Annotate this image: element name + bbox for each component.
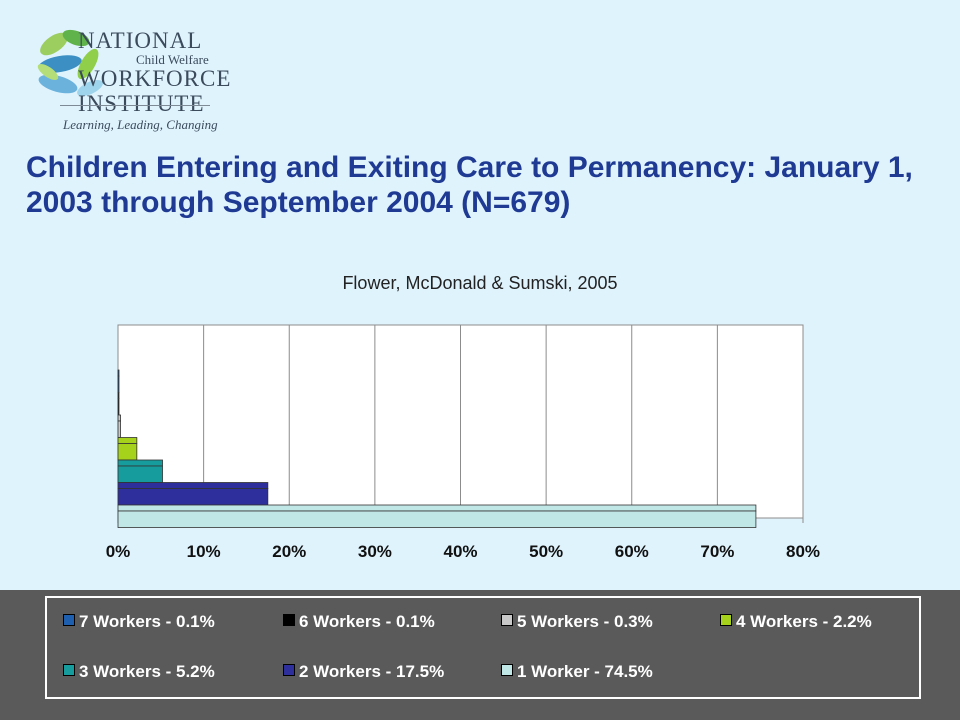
logo-line-workforce: WORKFORCE: [78, 66, 232, 91]
legend-label: 7 Workers - 0.1%: [79, 612, 215, 631]
x-tick-label: 50%: [529, 542, 563, 561]
logo-line-child-welfare: Child Welfare: [136, 52, 209, 67]
bar: [117, 420, 121, 438]
legend-swatch: [501, 614, 513, 626]
legend-item: 1 Worker - 74.5%: [501, 662, 653, 682]
institute-logo: NATIONAL Child Welfare WORKFORCE INSTITU…: [30, 22, 230, 137]
bar: [117, 510, 757, 528]
page-title: Children Entering and Exiting Care to Pe…: [26, 151, 913, 219]
x-tick-label: 70%: [700, 542, 734, 561]
bar-top: [117, 504, 757, 512]
bar: [117, 375, 120, 393]
bar: [117, 465, 163, 483]
x-tick-label: 60%: [615, 542, 649, 561]
legend-label: 3 Workers - 5.2%: [79, 662, 215, 681]
logo-line-institute: INSTITUTE: [78, 91, 205, 116]
logo-tagline: Learning, Leading, Changing: [63, 117, 218, 132]
legend-item: 5 Workers - 0.3%: [501, 612, 653, 632]
logo-divider: [60, 105, 210, 106]
legend-swatch: [720, 614, 732, 626]
x-tick-label: 40%: [443, 542, 477, 561]
legend-swatch: [63, 614, 75, 626]
bar-top: [117, 459, 163, 467]
bar: [117, 488, 269, 506]
bar-top: [117, 392, 120, 399]
citation: Flower, McDonald & Sumski, 2005: [342, 273, 618, 293]
legend-item: 3 Workers - 5.2%: [63, 662, 215, 682]
legend-swatch: [501, 664, 513, 676]
legend: [45, 596, 921, 699]
legend-item: 2 Workers - 17.5%: [283, 662, 444, 682]
legend-label: 6 Workers - 0.1%: [299, 612, 435, 631]
legend-item: 7 Workers - 0.1%: [63, 612, 215, 632]
legend-label: 2 Workers - 17.5%: [299, 662, 445, 681]
bar-top: [117, 437, 138, 444]
bar-top: [117, 414, 121, 422]
legend-label: 4 Workers - 2.2%: [736, 612, 872, 631]
legend-item: 6 Workers - 0.1%: [283, 612, 435, 632]
legend-label: 5 Workers - 0.3%: [517, 612, 653, 631]
bar: [117, 443, 138, 461]
bar: [117, 398, 120, 416]
x-tick-label: 0%: [106, 542, 131, 561]
bar-top: [117, 369, 120, 377]
x-tick-label: 10%: [187, 542, 221, 561]
legend-item: 4 Workers - 2.2%: [720, 612, 872, 632]
x-tick-label: 20%: [272, 542, 306, 561]
legend-swatch: [283, 614, 295, 626]
x-tick-label: 30%: [358, 542, 392, 561]
legend-label: 1 Worker - 74.5%: [517, 662, 653, 681]
leaves-icon: [37, 29, 103, 97]
legend-swatch: [283, 664, 295, 676]
bar-top: [117, 482, 269, 489]
x-tick-label: 80%: [786, 542, 820, 561]
logo-wordmark: NATIONAL Child Welfare WORKFORCE INSTITU…: [78, 28, 231, 116]
logo-line-national: NATIONAL: [78, 28, 203, 53]
bar-chart: 0% 10% 20% 30% 40% 50% 60% 70% 80%: [106, 324, 820, 561]
legend-swatch: [63, 664, 75, 676]
